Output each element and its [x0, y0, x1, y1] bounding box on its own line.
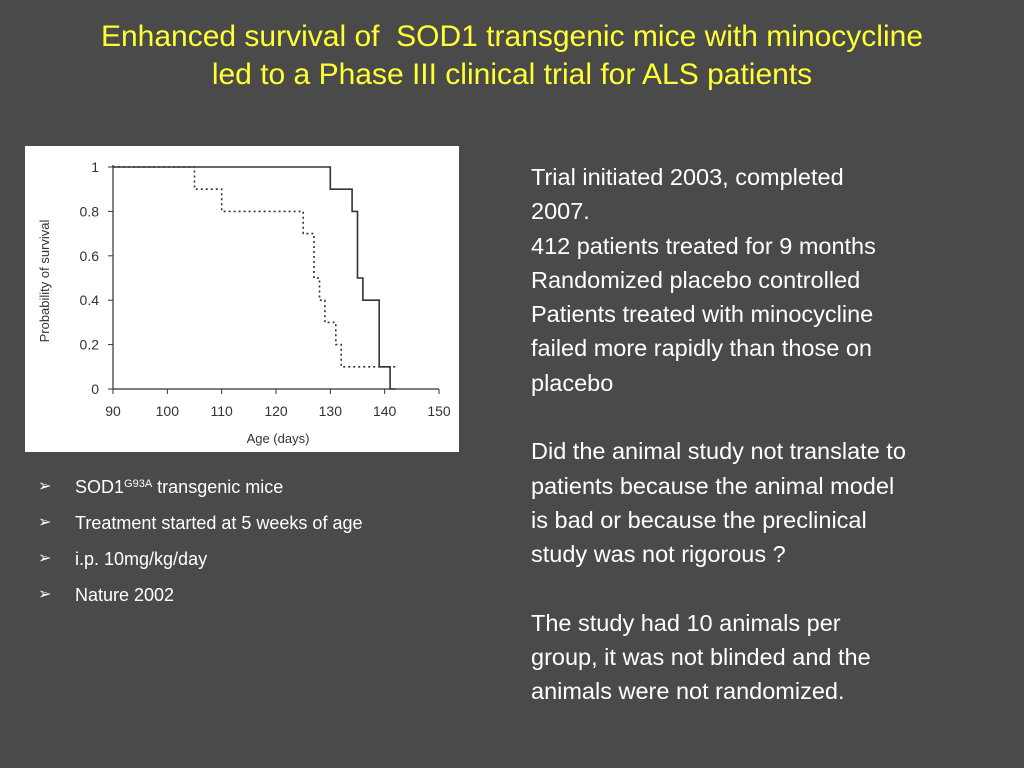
- body-text-line: group, it was not blinded and the: [531, 644, 871, 671]
- y-tick-label: 0.4: [80, 292, 100, 308]
- body-text-line: animals were not randomized.: [531, 678, 845, 705]
- body-text-line: failed more rapidly than those on: [531, 335, 872, 362]
- y-tick-label: 0: [91, 381, 99, 397]
- title-line-1: Enhanced survival of SOD1 transgenic mic…: [100, 20, 924, 53]
- x-tick-label: 140: [373, 403, 397, 419]
- bullet-text: Treatment started at 5 weeks of age: [75, 513, 363, 533]
- bullet-text: Nature 2002: [75, 585, 175, 605]
- x-tick-label: 110: [211, 403, 234, 419]
- body-text-line: The study had 10 animals per: [531, 609, 841, 636]
- bullet-item: ➢ Nature 2002: [38, 584, 362, 620]
- x-tick-label: 120: [264, 403, 288, 419]
- bullet-item: ➢ Treatment started at 5 weeks of age: [38, 512, 362, 548]
- body-text: Trial initiated 2003, completed 2007. 412 …: [531, 160, 1001, 709]
- bullet-list: ➢ SOD1G93A transgenic mice ➢ Treatment star…: [38, 476, 362, 620]
- arrow-bullet-icon: ➢: [38, 586, 52, 603]
- slide-title: Enhanced survival of SOD1 transgenic mic…: [0, 18, 1024, 94]
- x-tick-label: 130: [319, 403, 343, 419]
- x-tick-label: 100: [156, 403, 180, 419]
- x-tick-label: 90: [105, 403, 121, 419]
- y-tick-label: 0.2: [80, 337, 100, 353]
- survival-chart: 90 100 110 120 130 140 150 0 0.2 0.4 0.6 0.8 1 Age (…: [37, 159, 451, 446]
- body-text-line: patients because the animal model: [531, 472, 895, 499]
- bullet-text: i.p. 10mg/kg/day: [75, 549, 208, 569]
- y-tick-label: 0.6: [80, 248, 100, 264]
- survival-curve-solid: [113, 166, 396, 390]
- survival-curve-dotted: [113, 166, 396, 368]
- body-text-line: Randomized placebo controlled: [531, 266, 861, 293]
- bullet-item: ➢ SOD1G93A transgenic mice: [38, 476, 362, 512]
- paragraph-gap: [531, 400, 1001, 434]
- y-axis-label: Probability of survival: [37, 219, 52, 342]
- x-axis-label: Age (days): [247, 431, 310, 446]
- arrow-bullet-icon: ➢: [38, 478, 52, 495]
- y-tick-label: 0.8: [80, 203, 100, 219]
- survival-chart-panel: 90 100 110 120 130 140 150 0 0.2 0.4 0.6 0.8 1 Age (…: [25, 146, 459, 452]
- body-text-line: 412 patients treated for 9 months: [531, 232, 876, 259]
- bullet-text: SOD1G93A transgenic mice: [75, 477, 284, 497]
- body-text-line: is bad or because the preclinical: [531, 506, 867, 533]
- arrow-bullet-icon: ➢: [38, 514, 52, 531]
- body-text-line: Patients treated with minocycline: [531, 301, 874, 328]
- body-text-line: 2007.: [531, 198, 590, 225]
- x-tick-label: 150: [427, 403, 451, 419]
- body-text-line: Did the animal study not translate to: [531, 438, 906, 465]
- bullet-item: ➢ i.p. 10mg/kg/day: [38, 548, 362, 584]
- body-text-line: study was not rigorous ?: [531, 541, 786, 568]
- body-text-line: placebo: [531, 369, 614, 396]
- body-text-line: Trial initiated 2003, completed: [531, 164, 844, 190]
- paragraph-gap: [531, 572, 1001, 606]
- arrow-bullet-icon: ➢: [38, 550, 52, 567]
- title-line-2: led to a Phase III clinical trial for AL…: [211, 58, 813, 91]
- superscript: G93A: [124, 478, 153, 490]
- y-tick-label: 1: [91, 159, 99, 175]
